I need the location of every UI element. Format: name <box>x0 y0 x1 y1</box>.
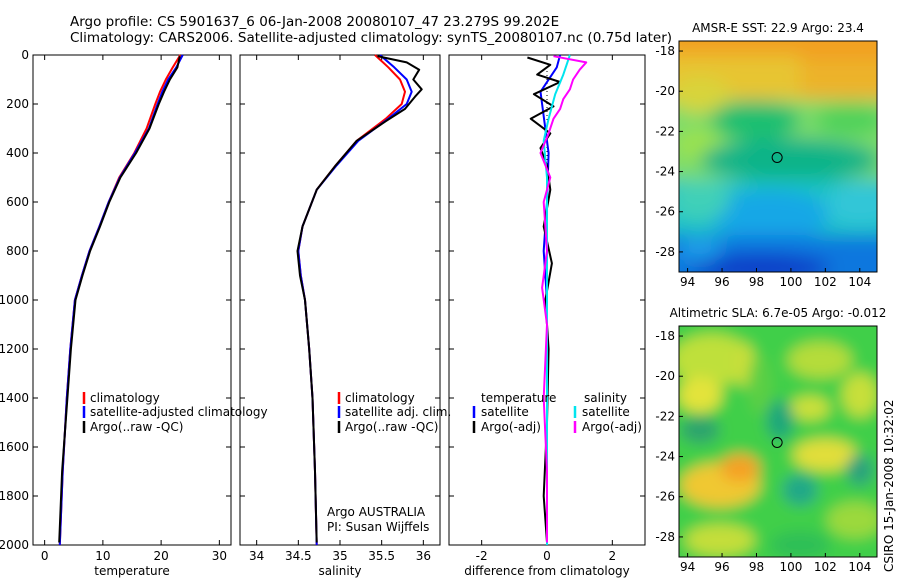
difference-legend: temperature salinity satellite Argo(-adj… <box>472 391 642 434</box>
plot-frame <box>239 54 441 546</box>
x-tick-label: 102 <box>814 560 837 574</box>
y-tick-label: 2000 <box>0 538 29 552</box>
legend-sal-argo-label: Argo(-adj) <box>582 420 642 434</box>
sst-heatmap <box>679 41 877 272</box>
y-tick-label: -24 <box>655 450 675 464</box>
x-tick-label: 96 <box>714 275 729 289</box>
legend-temp-argo-label: Argo(-adj) <box>481 420 541 434</box>
sla-map-title: Altimetric SLA: 6.7e-05 Argo: -0.012 <box>670 306 887 320</box>
x-tick-label: 35 <box>332 549 347 563</box>
y-tick-label: -26 <box>655 490 675 504</box>
argo-position-marker <box>771 152 783 164</box>
legend-temperature-title: temperature <box>481 391 556 405</box>
argo-source-annotation: Argo AUSTRALIA <box>327 505 426 519</box>
sst-map-title: AMSR-E SST: 22.9 Argo: 23.4 <box>692 21 864 35</box>
legend-climatology-label: climatology <box>90 391 160 405</box>
x-tick-label: 36 <box>416 549 431 563</box>
x-tick-label: 35.5 <box>368 549 395 563</box>
sla-map-frame <box>678 325 878 558</box>
y-tick-label: -26 <box>655 205 675 219</box>
series-line <box>296 55 423 543</box>
legend-climatology-label: climatology <box>345 391 415 405</box>
y-tick-label: 1400 <box>0 391 29 405</box>
legend-temp-satellite-label: satellite <box>481 405 529 419</box>
legend-sal-satellite-label: satellite <box>582 405 630 419</box>
legend-argo-raw-label: Argo(..raw -QC) <box>345 420 438 434</box>
legend-satellite-adjusted-label: satellite-adjusted climatology <box>90 405 268 419</box>
y-tick-label: 800 <box>6 244 29 258</box>
x-tick-label: 34.5 <box>285 549 312 563</box>
y-tick-label: -18 <box>655 44 675 58</box>
y-tick-label: -18 <box>655 329 675 343</box>
timestamp-label: CSIRO 15-Jan-2008 10:32:02 <box>882 400 896 572</box>
x-tick-label: 20 <box>153 549 168 563</box>
legend-argo-raw-label: Argo(..raw -QC) <box>90 420 183 434</box>
sst-map-frame <box>678 40 878 273</box>
x-tick-label: 94 <box>680 560 695 574</box>
x-tick-label: 96 <box>714 560 729 574</box>
figure-title-line-2: Climatology: CARS2006. Satellite-adjuste… <box>70 30 673 46</box>
x-tick-label: 100 <box>779 275 802 289</box>
y-tick-label: -22 <box>655 124 675 138</box>
x-tick-label: 2 <box>609 549 617 563</box>
series-line <box>539 55 588 543</box>
y-tick-label: 1800 <box>0 489 29 503</box>
y-tick-label: -24 <box>655 165 675 179</box>
sla-heatmap <box>679 326 877 557</box>
legend-satellite-adj-label: satellite adj. clim. <box>345 405 451 419</box>
x-axis-label: temperature <box>94 564 169 578</box>
x-tick-label: 94 <box>680 275 695 289</box>
y-tick-label: 1000 <box>0 293 29 307</box>
x-tick-label: 100 <box>779 560 802 574</box>
temperature-profile-panel: 0 10 20 30 temperature 0 200 400 600 800 1000 1200 1… <box>0 48 232 578</box>
y-tick-label: -20 <box>655 369 675 383</box>
y-tick-label: 1200 <box>0 342 29 356</box>
x-tick-label: 104 <box>848 275 871 289</box>
sst-map-axes: 94 96 98 100 102 104 -18 -20 -22 -24 -26 -28 <box>655 44 871 289</box>
y-tick-label: -28 <box>655 530 675 544</box>
x-tick-label: 0 <box>543 549 551 563</box>
x-axis-label: salinity <box>318 564 361 578</box>
sla-map-axes: 94 96 98 100 102 104 -18 -20 -22 -24 -26 -28 <box>655 329 871 574</box>
plot-frame <box>32 54 232 546</box>
series-line <box>527 56 562 543</box>
x-tick-label: 98 <box>749 560 764 574</box>
x-tick-label: 104 <box>848 560 871 574</box>
legend-salinity-title: salinity <box>584 391 627 405</box>
x-tick-label: 34 <box>249 549 264 563</box>
y-tick-label: -22 <box>655 409 675 423</box>
x-tick-label: 98 <box>749 275 764 289</box>
salinity-profile-panel: 34 34.5 35 35.5 36 salinity <box>239 54 441 578</box>
series-line <box>58 55 181 543</box>
salinity-legend: climatology satellite adj. clim. Argo(..… <box>327 391 451 534</box>
argo-position-marker <box>771 437 783 449</box>
x-tick-label: -2 <box>476 549 488 563</box>
series-line <box>542 54 571 545</box>
figure-title-line-1: Argo profile: CS 5901637_6 06-Jan-2008 2… <box>70 14 560 30</box>
x-tick-label: 102 <box>814 275 837 289</box>
x-tick-label: 0 <box>41 549 49 563</box>
temperature-legend: climatology satellite-adjusted climatolo… <box>82 391 268 434</box>
x-tick-label: 30 <box>212 549 227 563</box>
y-tick-label: -28 <box>655 245 675 259</box>
x-axis-label: difference from climatology <box>464 564 630 578</box>
x-tick-label: 10 <box>95 549 110 563</box>
y-tick-label: 200 <box>6 97 29 111</box>
y-tick-label: 0 <box>21 48 29 62</box>
y-tick-label: 1600 <box>0 440 29 454</box>
pi-annotation: PI: Susan Wijffels <box>327 520 429 534</box>
y-tick-label: -20 <box>655 84 675 98</box>
y-tick-label: 400 <box>6 146 29 160</box>
y-tick-label: 600 <box>6 195 29 209</box>
